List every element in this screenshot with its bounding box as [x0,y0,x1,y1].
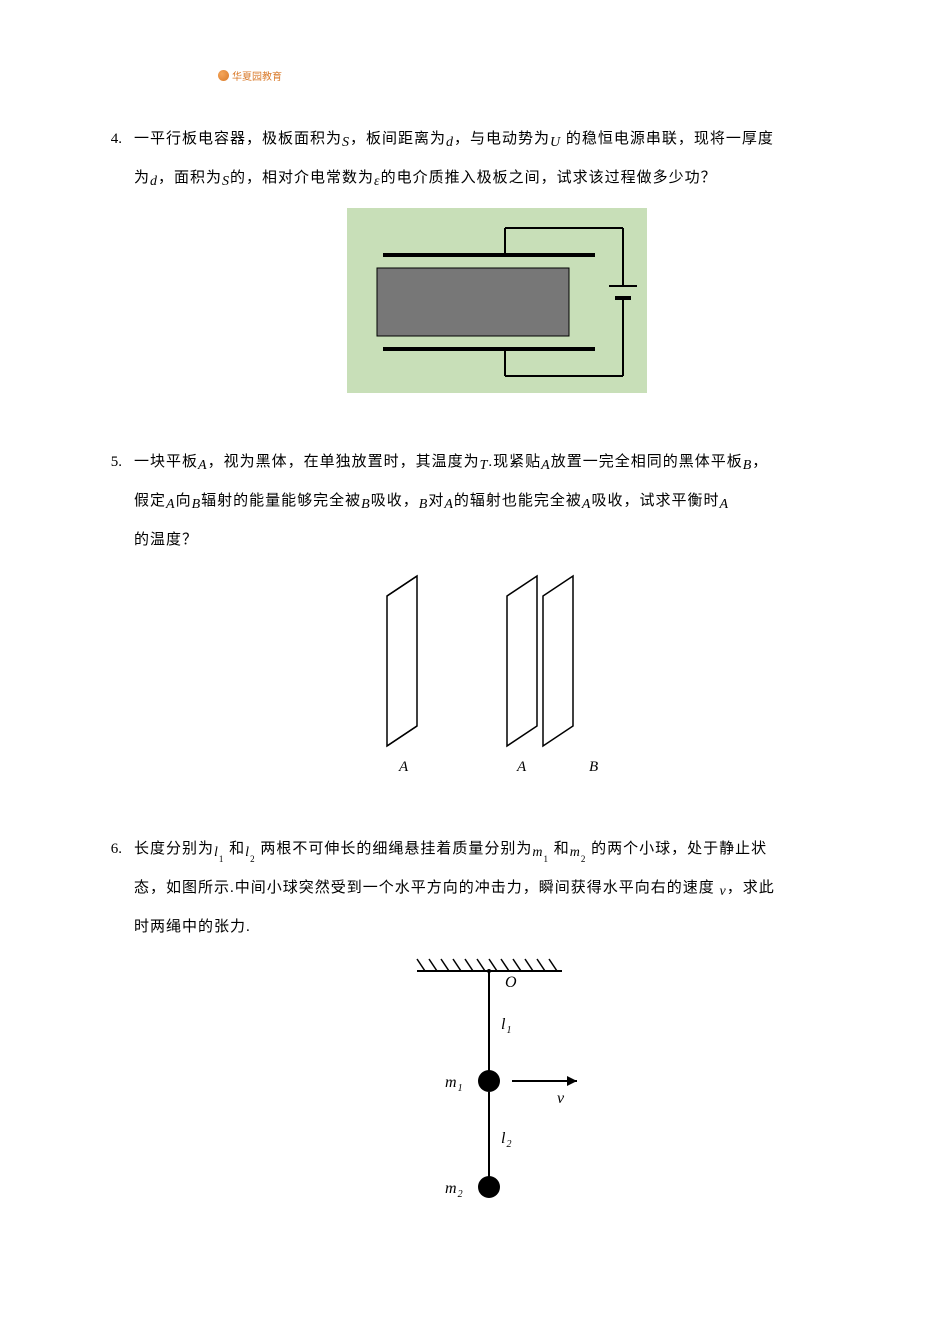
logo: 华夏园教育 [218,68,282,83]
problem-5: 5. 一块平板A，视为黑体，在单独放置时，其温度为T.现紧贴A放置一完全相同的黑… [100,443,860,786]
label-m2: m2 [445,1180,464,1200]
problem-number: 4. [100,120,134,393]
figure-capacitor [134,208,860,393]
pendulum-diagram: O l1 m1 v l2 m2 [367,951,627,1211]
problem-text: 一平行板电容器，极板面积为S，板间距离为d，与电动势为U 的稳恒电源串联，现将一… [134,120,860,159]
label-v: v [557,1090,565,1107]
label-m1: m1 [445,1074,464,1094]
problem-6: 6. 长度分别为l1 和l2 两根不可伸长的细绳悬挂着质量分别为m1 和m2 的… [100,830,860,1211]
logo-icon [218,70,229,81]
label-A2: A [516,759,527,775]
problem-4: 4. 一平行板电容器，极板面积为S，板间距离为d，与电动势为U 的稳恒电源串联，… [100,120,860,393]
problem-body: 长度分别为l1 和l2 两根不可伸长的细绳悬挂着质量分别为m1 和m2 的两个小… [134,830,860,1211]
problem-text: 为d，面积为S的，相对介电常数为ε的电介质推入极板之间，试求该过程做多少功？ [134,159,860,198]
label-l1: l1 [501,1016,512,1036]
problem-text: 假定A向B辐射的能量能够完全被B吸收，B对A的辐射也能完全被A吸收，试求平衡时A [134,482,860,521]
label-O: O [505,974,518,991]
label-B: B [589,759,599,775]
plates-diagram: A A B [337,566,657,786]
problem-number: 5. [100,443,134,786]
problem-text: 长度分别为l1 和l2 两根不可伸长的细绳悬挂着质量分别为m1 和m2 的两个小… [134,830,860,869]
problem-text: 的温度？ [134,521,860,560]
problem-text: 一块平板A，视为黑体，在单独放置时，其温度为T.现紧贴A放置一完全相同的黑体平板… [134,443,860,482]
capacitor-diagram [347,208,647,393]
problem-text: 时两绳中的张力. [134,908,860,947]
problem-body: 一平行板电容器，极板面积为S，板间距离为d，与电动势为U 的稳恒电源串联，现将一… [134,120,860,393]
logo-text: 华夏园教育 [232,68,282,83]
figure-plates: A A B [134,566,860,786]
problem-text: 态，如图所示.中间小球突然受到一个水平方向的冲击力，瞬间获得水平向右的速度 v，… [134,869,860,908]
problem-number: 6. [100,830,134,1211]
problem-body: 一块平板A，视为黑体，在单独放置时，其温度为T.现紧贴A放置一完全相同的黑体平板… [134,443,860,786]
label-l2: l2 [501,1130,512,1150]
figure-pendulum: O l1 m1 v l2 m2 [134,951,860,1211]
label-A1: A [398,759,409,775]
